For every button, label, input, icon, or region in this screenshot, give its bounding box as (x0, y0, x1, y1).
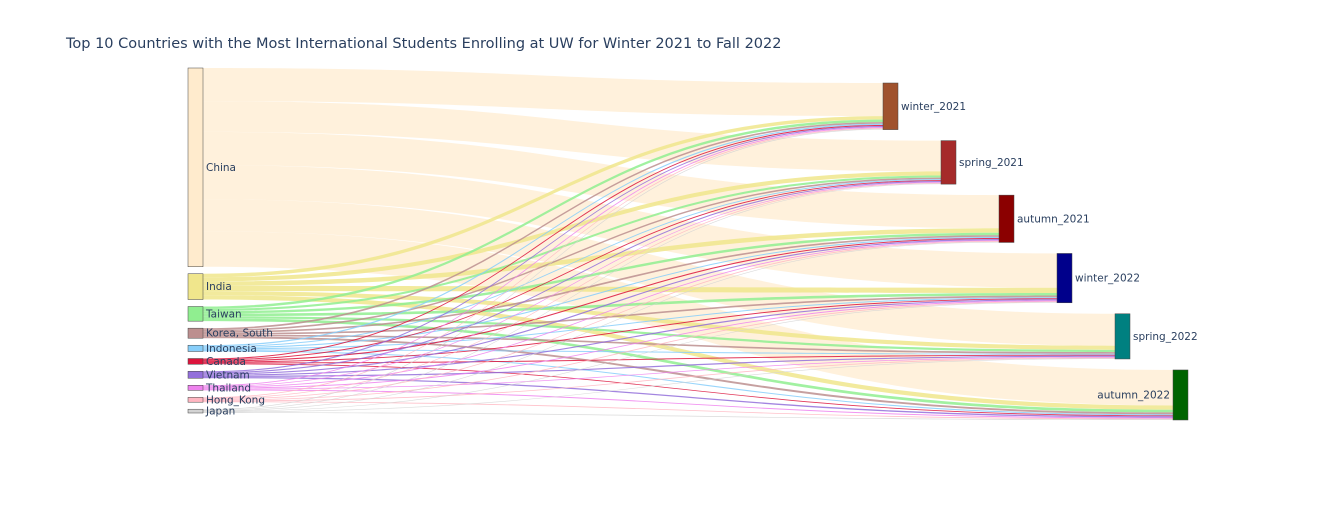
link-china-winter-2021[interactable] (203, 68, 883, 117)
links (203, 68, 1173, 420)
link-canada-winter-2021[interactable] (203, 124, 883, 360)
label-autumn-2022: autumn_2022 (1097, 389, 1170, 401)
link-japan-winter-2021[interactable] (203, 128, 883, 410)
link-hong-kong-spring-2021[interactable] (203, 182, 941, 399)
link-taiwan-spring-2021[interactable] (203, 175, 941, 312)
link-india-autumn-2021[interactable] (203, 228, 999, 286)
link-thailand-winter-2022[interactable] (203, 300, 1057, 389)
link-india-winter-2021[interactable] (203, 116, 883, 278)
link-korea-south-winter-2022[interactable] (203, 295, 1057, 335)
node-indonesia[interactable] (187, 344, 204, 352)
label-winter-2022: winter_2022 (1075, 273, 1140, 285)
label-thailand: Thailand (205, 382, 251, 394)
nodes (187, 67, 1189, 421)
node-spring-2021[interactable] (940, 140, 957, 185)
node-hong-kong[interactable] (187, 397, 204, 403)
node-thailand[interactable] (187, 385, 204, 391)
link-indonesia-spring-2022[interactable] (203, 349, 1115, 355)
node-winter-2021[interactable] (882, 82, 899, 130)
link-korea-south-winter-2021[interactable] (203, 122, 883, 330)
link-hong-kong-winter-2021[interactable] (203, 128, 883, 399)
node-autumn-2022[interactable] (1172, 369, 1189, 421)
link-china-spring-2021[interactable] (203, 101, 941, 172)
link-japan-autumn-2022[interactable] (203, 412, 1173, 420)
link-vietnam-winter-2022[interactable] (203, 299, 1057, 376)
link-india-spring-2022[interactable] (203, 291, 1115, 350)
link-canada-spring-2021[interactable] (203, 180, 941, 361)
link-korea-south-autumn-2022[interactable] (203, 336, 1173, 415)
label-spring-2021: spring_2021 (959, 157, 1024, 169)
link-taiwan-spring-2022[interactable] (203, 316, 1115, 353)
node-vietnam[interactable] (187, 371, 204, 379)
link-indonesia-winter-2021[interactable] (203, 123, 883, 347)
label-india: India (206, 281, 232, 293)
label-winter-2021: winter_2021 (901, 101, 966, 113)
label-korea-south: Korea, South (206, 328, 273, 340)
label-taiwan: Taiwan (205, 308, 242, 320)
link-japan-spring-2022[interactable] (203, 358, 1115, 413)
node-japan[interactable] (187, 408, 204, 414)
link-canada-autumn-2021[interactable] (203, 237, 999, 362)
link-vietnam-autumn-2021[interactable] (203, 239, 999, 375)
node-spring-2022[interactable] (1114, 313, 1131, 360)
link-japan-spring-2021[interactable] (203, 183, 941, 411)
link-china-autumn-2021[interactable] (203, 131, 999, 229)
link-china-spring-2022[interactable] (203, 199, 1115, 346)
link-vietnam-spring-2022[interactable] (203, 355, 1115, 377)
link-indonesia-winter-2022[interactable] (203, 297, 1057, 350)
chart-title: Top 10 Countries with the Most Internati… (66, 36, 782, 52)
node-autumn-2021[interactable] (998, 194, 1015, 243)
link-korea-south-spring-2021[interactable] (203, 177, 941, 332)
label-canada: Canada (206, 356, 246, 368)
label-spring-2022: spring_2022 (1133, 331, 1198, 343)
link-japan-winter-2022[interactable] (203, 302, 1057, 412)
link-thailand-spring-2021[interactable] (203, 182, 941, 387)
link-canada-autumn-2022[interactable] (203, 363, 1173, 417)
link-india-winter-2022[interactable] (203, 285, 1057, 293)
labels: China India Taiwan Korea, South IndonesiaCan… (205, 101, 1198, 418)
label-japan: Japan (205, 406, 235, 418)
link-vietnam-autumn-2022[interactable] (203, 376, 1173, 418)
label-indonesia: Indonesia (206, 343, 257, 355)
link-vietnam-winter-2021[interactable] (203, 126, 883, 373)
link-india-spring-2021[interactable] (203, 171, 941, 282)
link-indonesia-autumn-2021[interactable] (203, 236, 999, 349)
link-hong-kong-winter-2022[interactable] (203, 301, 1057, 401)
link-taiwan-winter-2021[interactable] (203, 119, 883, 309)
link-china-winter-2022[interactable] (203, 164, 1057, 288)
link-taiwan-autumn-2021[interactable] (203, 232, 999, 314)
link-indonesia-autumn-2022[interactable] (203, 350, 1173, 416)
link-thailand-spring-2022[interactable] (203, 356, 1115, 390)
node-china[interactable] (187, 67, 204, 267)
link-thailand-autumn-2021[interactable] (203, 240, 999, 388)
label-china: China (206, 162, 236, 174)
label-vietnam: Vietnam (206, 369, 250, 381)
label-autumn-2021: autumn_2021 (1017, 213, 1090, 225)
link-canada-spring-2022[interactable] (203, 354, 1115, 364)
link-canada-winter-2022[interactable] (203, 298, 1057, 363)
node-canada[interactable] (187, 358, 204, 365)
link-taiwan-winter-2022[interactable] (203, 292, 1057, 317)
node-winter-2022[interactable] (1056, 253, 1073, 304)
link-thailand-winter-2021[interactable] (203, 127, 883, 387)
link-indonesia-spring-2021[interactable] (203, 179, 941, 348)
link-hong-kong-autumn-2022[interactable] (203, 401, 1173, 420)
link-japan-autumn-2021[interactable] (203, 241, 999, 412)
node-india[interactable] (187, 273, 204, 300)
link-korea-south-autumn-2021[interactable] (203, 235, 999, 334)
node-taiwan[interactable] (187, 306, 204, 322)
link-hong-kong-spring-2022[interactable] (203, 357, 1115, 402)
label-hong-kong: Hong_Kong (206, 394, 265, 406)
link-vietnam-spring-2021[interactable] (203, 181, 941, 374)
link-hong-kong-autumn-2021[interactable] (203, 241, 999, 400)
node-korea-south[interactable] (187, 327, 204, 339)
link-thailand-autumn-2022[interactable] (203, 389, 1173, 419)
